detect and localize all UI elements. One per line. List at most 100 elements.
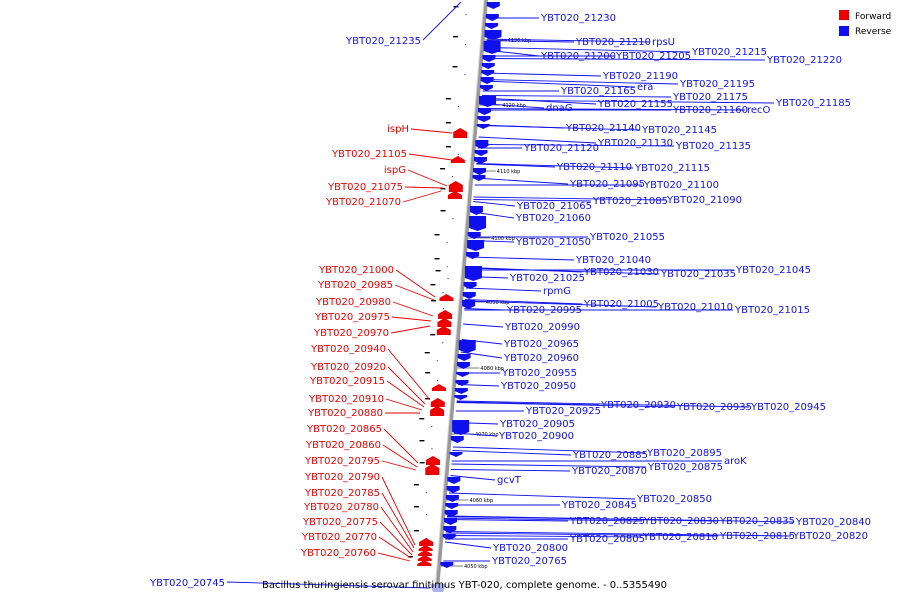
forward-gene-label: YBT020_20790 — [304, 472, 380, 483]
reverse-callout-line — [452, 446, 646, 454]
track-marker — [413, 484, 419, 486]
reverse-callout-line — [481, 97, 597, 105]
reverse-gene-block — [445, 503, 459, 509]
reverse-gene-label: YBT020_21030 — [583, 267, 659, 278]
reverse-gene-label: YBT020_21210 — [575, 37, 651, 48]
reverse-gene-block — [469, 216, 487, 231]
reverse-gene-label: YBT020_20950 — [500, 381, 576, 392]
forward-genes — [417, 128, 468, 566]
reverse-gene-block — [479, 96, 497, 107]
reverse-callout-line — [476, 163, 556, 168]
reverse-callout-line — [483, 80, 636, 88]
reverse-callout-line — [476, 163, 634, 169]
reverse-gene-block — [454, 388, 468, 394]
forward-callout-line — [408, 153, 453, 161]
forward-gene-block — [425, 456, 440, 465]
track-dot — [457, 106, 459, 108]
scale-tick-label: 4050 kbp — [464, 564, 488, 570]
forward-gene-block — [430, 406, 445, 416]
reverse-callout-line — [445, 532, 719, 537]
reverse-gene-block — [485, 14, 499, 21]
reverse-gene-block — [445, 495, 459, 502]
reverse-gene-label: rpmG — [543, 286, 571, 297]
reverse-callout-line — [464, 300, 657, 308]
reverse-gene-block — [443, 526, 457, 533]
forward-gene-label: YBT020_20940 — [310, 344, 386, 355]
reverse-gene-labels: YBT020_21230 YBT020_21210 rpsU YBT020_21215… — [491, 13, 871, 567]
reverse-callout-line — [446, 519, 569, 522]
reverse-callout-line — [463, 323, 504, 328]
reverse-gene-label: YBT020_21140 — [565, 123, 641, 134]
reverse-callout-line — [486, 40, 575, 43]
reverse-gene-label: YBT020_21130 — [597, 138, 673, 149]
reverse-gene-label: YBT020_21115 — [634, 163, 710, 174]
reverse-gene-label: YBT020_20895 — [646, 448, 722, 459]
reverse-gene-block — [477, 116, 491, 122]
backbone-line — [435, 0, 488, 591]
forward-callout-line — [402, 190, 442, 203]
forward-callout-lines — [377, 128, 453, 562]
reverse-gene-label: YBT020_21085 — [592, 196, 668, 207]
track-marker — [453, 36, 459, 38]
reverse-callout-line — [458, 384, 500, 387]
reverse-gene-label: recO — [747, 105, 771, 116]
forward-gene-label: ispH — [387, 124, 409, 135]
track-marker — [435, 270, 441, 272]
reverse-gene-label: YBT020_21220 — [766, 55, 842, 66]
forward-gene-label: YBT020_20880 — [307, 408, 383, 419]
track-dot — [442, 292, 444, 294]
forward-callout-line — [387, 348, 431, 401]
reverse-gene-label: YBT020_21135 — [675, 141, 751, 152]
reverse-gene-label: YBT020_20955 — [501, 368, 577, 379]
reverse-gene-block — [444, 510, 458, 517]
reverse-gene-block — [473, 157, 487, 164]
forward-callout-line — [387, 366, 426, 405]
forward-gene-block — [437, 318, 452, 327]
reverse-callout-line — [456, 402, 676, 408]
reverse-gene-block — [449, 452, 463, 457]
backbone-highlight — [434, 0, 485, 591]
reverse-callout-line — [466, 287, 542, 292]
track-dot — [465, 44, 467, 46]
reverse-gene-block — [457, 354, 471, 361]
forward-callout-line — [390, 325, 431, 334]
reverse-gene-block — [464, 266, 482, 281]
track-dot — [452, 176, 454, 178]
scale-tick-label: 4060 kbp — [469, 498, 493, 504]
reverse-gene-block — [473, 168, 487, 175]
reverse-callout-line — [473, 196, 666, 201]
forward-callout-line — [407, 169, 448, 187]
track-dot — [431, 426, 433, 428]
track-marker — [431, 300, 437, 302]
forward-callout-line — [391, 316, 432, 322]
reverse-callout-line — [467, 267, 660, 275]
reverse-gene-label: YBT020_20965 — [503, 339, 579, 350]
reverse-gene-label: YBT020_21090 — [666, 195, 742, 206]
reverse-gene-block — [463, 282, 477, 289]
reverse-gene-block — [475, 140, 489, 149]
reverse-gene-label: YBT020_20930 — [600, 400, 676, 411]
reverse-gene-label: YBT020_21145 — [641, 125, 717, 136]
reverse-gene-block — [462, 300, 476, 309]
reverse-gene-label: YBT020_21100 — [643, 180, 719, 191]
forward-callout-line — [381, 476, 416, 546]
reverse-gene-block — [476, 124, 490, 129]
reverse-gene-label: YBT020_21005 — [583, 299, 659, 310]
reverse-gene-label: YBT020_20815 — [719, 531, 795, 542]
reverse-gene-label: YBT020_21045 — [735, 265, 811, 276]
track-dot — [425, 492, 427, 494]
reverse-gene-label: YBT020_21200 — [540, 51, 616, 62]
reverse-gene-label: YBT020_21190 — [602, 71, 678, 82]
track-marker — [445, 98, 451, 100]
forward-gene-block — [450, 156, 465, 163]
reverse-callout-line — [450, 475, 496, 481]
reverse-gene-label: YBT020_20820 — [792, 531, 868, 542]
reverse-gene-label: YBT020_20835 — [719, 516, 795, 527]
reverse-callout-line — [449, 492, 636, 500]
reverse-gene-label: YBT020_21155 — [597, 99, 673, 110]
track-dot — [443, 308, 445, 310]
forward-gene-label: YBT020_20785 — [304, 488, 380, 499]
reverse-callout-line — [465, 299, 583, 305]
track-marker — [425, 372, 431, 374]
reverse-gene-block — [456, 362, 470, 369]
